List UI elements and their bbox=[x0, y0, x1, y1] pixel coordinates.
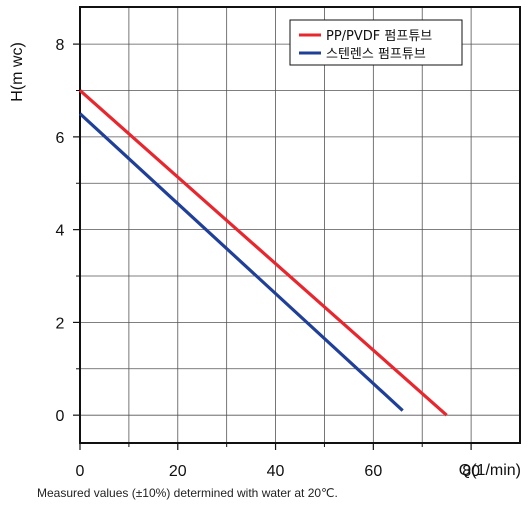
y-tick-label: 8 bbox=[56, 37, 65, 54]
plot-frame bbox=[79, 6, 521, 444]
series-line-pp-pvdf bbox=[78, 89, 448, 417]
legend: PP/PVDF 펌프튜브 스텐렌스 펌프튜브 bbox=[289, 19, 463, 66]
legend-box bbox=[289, 19, 463, 66]
y-tick-label: 6 bbox=[56, 130, 65, 147]
y-tick-label: 0 bbox=[56, 408, 65, 425]
series-lines bbox=[78, 89, 448, 417]
y-axis-label: H(m wc) bbox=[9, 42, 26, 102]
measurement-footnote: Measured values (±10%) determined with w… bbox=[37, 486, 338, 500]
x-tick-label: 0 bbox=[76, 463, 85, 480]
tick-labels: 0 20 40 60 80 0 2 4 6 8 bbox=[56, 37, 481, 480]
series-line-stainless bbox=[78, 112, 404, 412]
y-tick-label: 4 bbox=[56, 223, 65, 240]
x-tick-label: 20 bbox=[169, 463, 187, 480]
axis-ticks bbox=[73, 43, 472, 450]
grid-lines bbox=[80, 7, 520, 443]
legend-label-pp-pvdf: PP/PVDF 펌프튜브 bbox=[326, 29, 432, 44]
x-tick-label: 60 bbox=[364, 463, 382, 480]
x-axis-label: Q(1/min) bbox=[459, 462, 521, 479]
x-tick-label: 80 bbox=[462, 463, 480, 480]
x-tick-label: 40 bbox=[267, 463, 285, 480]
y-tick-label: 2 bbox=[56, 315, 65, 332]
legend-label-stainless: 스텐렌스 펌프튜브 bbox=[326, 47, 426, 62]
